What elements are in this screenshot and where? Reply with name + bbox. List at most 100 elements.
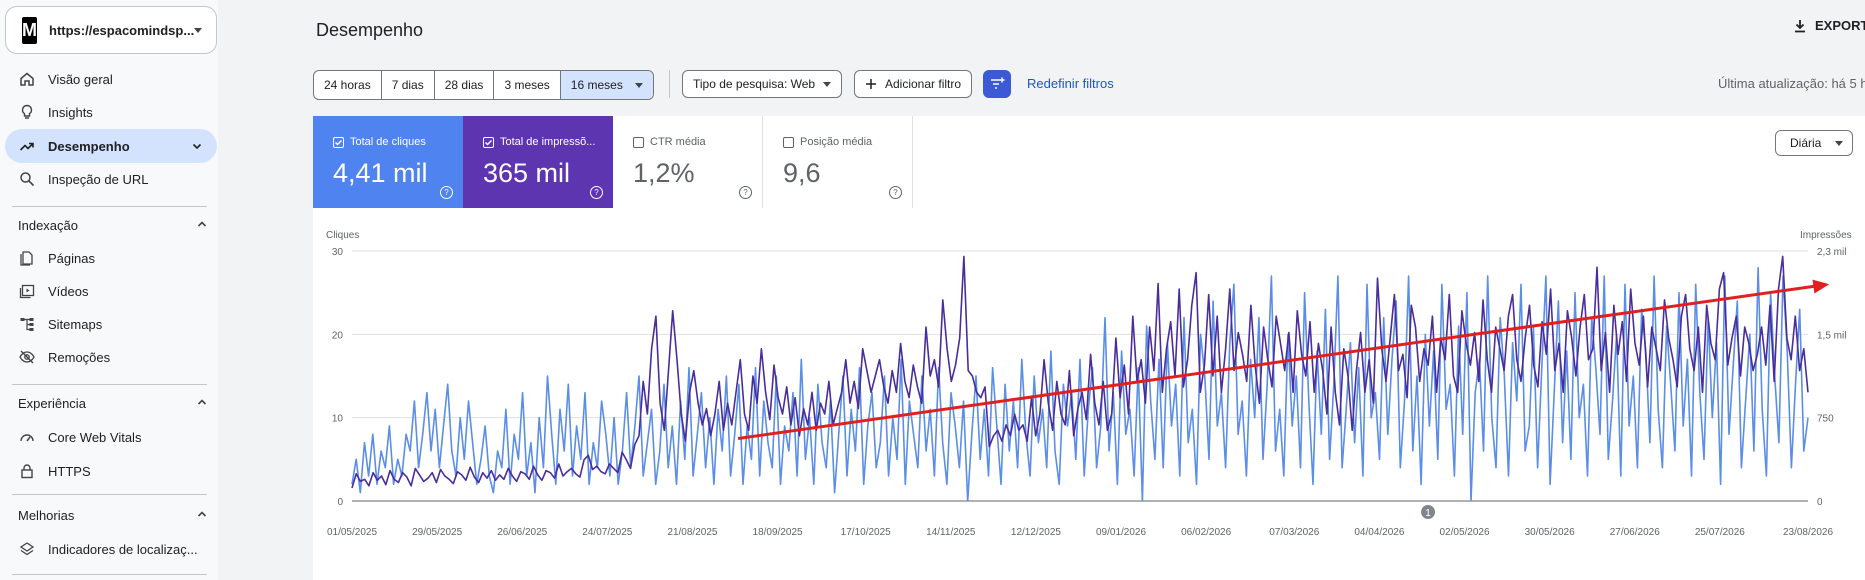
last-update-text: Última atualização: há 5 ho <box>1718 76 1865 91</box>
range-3m[interactable]: 3 meses <box>494 71 561 99</box>
metric-label: Total de cliques <box>350 136 426 148</box>
metric-value: 4,41 mil <box>333 158 428 188</box>
chevron-up-icon <box>197 221 207 227</box>
checkbox-unchecked-icon[interactable] <box>633 136 644 148</box>
property-logo: M <box>22 16 37 44</box>
range-7d[interactable]: 7 dias <box>382 71 435 99</box>
annotation-marker <box>1421 505 1436 519</box>
sidebar-item-label: Sitemaps <box>48 316 103 332</box>
x-tick-label: 30/05/2026 <box>1525 527 1575 538</box>
x-tick-label: 27/06/2026 <box>1610 527 1660 538</box>
metric-value: 365 mil <box>483 158 571 188</box>
search-icon <box>20 172 35 187</box>
metric-label-row: Posição média <box>783 136 872 148</box>
metric-label: CTR média <box>650 136 706 148</box>
range-28d[interactable]: 28 dias <box>435 71 495 99</box>
range-24h[interactable]: 24 horas <box>314 71 382 99</box>
chevron-down-icon <box>194 27 203 33</box>
sidebar-item-videos[interactable]: Vídeos <box>5 274 217 308</box>
sidebar-divider <box>12 494 207 495</box>
sidebar-item-sitemaps[interactable]: Sitemaps <box>5 307 217 341</box>
checkbox-unchecked-icon[interactable] <box>783 136 794 148</box>
metric-card-impressions[interactable]: Total de impressõ... 365 mil ? <box>463 116 613 208</box>
x-tick-label: 01/05/2025 <box>327 527 377 538</box>
section-title: Experiência <box>18 396 86 411</box>
property-url: https://espacomindsp... <box>49 22 195 38</box>
left-tick-label: 10 <box>332 414 344 425</box>
performance-chart[interactable]: 30 2,3 mil 20 1,5 mil 10 750 0 0 01/05/2025 29/05… <box>313 225 1865 545</box>
metric-card-position[interactable]: Posição média 9,6 ? <box>763 116 913 208</box>
sidebar-item-url-inspection[interactable]: Inspeção de URL <box>5 162 217 196</box>
layers-icon <box>19 542 35 556</box>
sidebar-divider <box>12 574 207 575</box>
left-tick-label: 30 <box>332 247 344 258</box>
x-tick-label: 29/05/2025 <box>412 527 462 538</box>
x-tick-label: 26/06/2025 <box>497 527 547 538</box>
x-tick-label: 07/03/2026 <box>1269 527 1319 538</box>
metric-label: Total de impressõ... <box>500 136 596 148</box>
chevron-down-icon[interactable] <box>191 140 203 152</box>
sitemap-icon <box>20 318 34 331</box>
section-title: Melhorias <box>18 508 75 523</box>
sidebar-item-core-web-vitals[interactable]: Core Web Vitals <box>5 420 217 454</box>
chevron-up-icon <box>197 399 207 405</box>
metric-label: Posição média <box>800 136 873 148</box>
sidebar-item-insights[interactable]: Insights <box>5 95 217 129</box>
page-title: Desempenho <box>316 20 424 40</box>
help-icon[interactable]: ? <box>590 186 603 199</box>
toolbar-divider <box>669 70 670 98</box>
filter-list-icon <box>991 77 1005 89</box>
sidebar-item-label: Visão geral <box>48 71 113 87</box>
metric-value: 9,6 <box>783 158 821 188</box>
metric-card-ctr[interactable]: CTR média 1,2% ? <box>613 116 763 208</box>
trending-up-icon <box>19 142 34 151</box>
sidebar-item-overview[interactable]: Visão geral <box>5 62 217 96</box>
right-axis-title: Impressões <box>1800 230 1852 241</box>
right-tick-label: 1,5 mil <box>1817 330 1846 341</box>
help-icon[interactable]: ? <box>440 186 453 199</box>
metric-value: 1,2% <box>633 158 695 188</box>
sidebar-item-performance[interactable]: Desempenho <box>5 129 217 163</box>
eye-off-icon <box>19 350 35 364</box>
export-label: EXPORTA <box>1815 18 1865 33</box>
checkbox-checked-icon[interactable] <box>483 136 494 148</box>
granularity-label: Diária <box>1790 136 1822 150</box>
section-enhancements-header[interactable]: Melhorias <box>18 508 210 523</box>
range-16m[interactable]: 16 meses <box>560 71 653 99</box>
search-type-filter[interactable]: Tipo de pesquisa: Web <box>682 70 843 98</box>
x-tick-label: 25/07/2026 <box>1695 527 1745 538</box>
sidebar-item-https[interactable]: HTTPS <box>5 454 217 488</box>
granularity-dropdown[interactable]: Diária <box>1775 130 1853 156</box>
checkbox-checked-icon[interactable] <box>333 136 344 148</box>
reset-filters-link[interactable]: Redefinir filtros <box>1027 76 1114 91</box>
search-type-label: Tipo de pesquisa: Web <box>693 77 816 91</box>
left-axis-title: Cliques <box>326 230 360 241</box>
x-tick-label: 04/04/2026 <box>1354 527 1404 538</box>
export-button[interactable]: EXPORTA <box>1793 18 1865 33</box>
section-indexing-header[interactable]: Indexação <box>18 218 210 233</box>
x-tick-label: 12/12/2025 <box>1011 527 1061 538</box>
property-selector[interactable]: M https://espacomindsp... <box>5 6 217 54</box>
sidebar-item-breadcrumbs[interactable]: Indicadores de localizaç... <box>5 532 217 566</box>
x-tick-label: 09/01/2026 <box>1096 527 1146 538</box>
plus-icon <box>866 79 876 89</box>
section-experience-header[interactable]: Experiência <box>18 396 210 411</box>
sidebar-item-label: Páginas <box>48 250 95 266</box>
help-icon[interactable]: ? <box>889 186 902 199</box>
chevron-down-icon <box>823 81 832 87</box>
x-tick-label: 14/11/2025 <box>926 527 976 538</box>
sidebar-item-label: Insights <box>48 104 93 120</box>
x-tick-label: 18/09/2025 <box>753 527 803 538</box>
help-icon[interactable]: ? <box>739 186 752 199</box>
home-icon <box>20 72 34 86</box>
sidebar-item-pages[interactable]: Páginas <box>5 241 217 275</box>
sidebar-item-removals[interactable]: Remoções <box>5 340 217 374</box>
sidebar-item-label: Desempenho <box>48 138 130 154</box>
add-filter-button[interactable]: Adicionar filtro <box>854 70 973 98</box>
filter-options-button[interactable] <box>983 70 1011 98</box>
add-filter-label: Adicionar filtro <box>885 77 962 91</box>
metric-card-clicks[interactable]: Total de cliques 4,41 mil ? <box>313 116 463 208</box>
metric-label-row: CTR média <box>633 136 706 148</box>
left-tick-label: 0 <box>337 497 343 508</box>
section-title: Indexação <box>18 218 78 233</box>
